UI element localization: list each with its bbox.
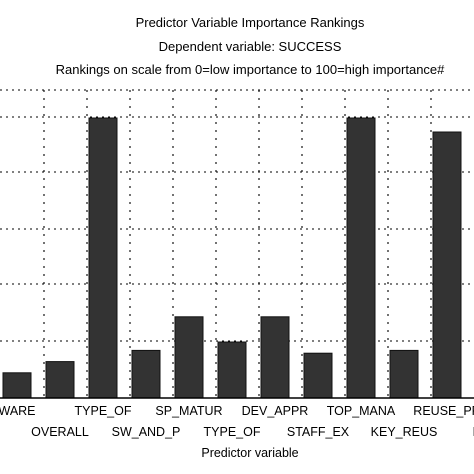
chart-title-line-1: Predictor Variable Importance Rankings (136, 15, 365, 30)
bar-8 (303, 352, 333, 399)
x-axis-label: Predictor variable (201, 446, 298, 460)
bar-1 (2, 372, 32, 399)
x-tick-label: WARE (0, 404, 36, 418)
chart-title-line-2: Dependent variable: SUCCESS (159, 39, 342, 54)
x-tick-label: NON_ (473, 425, 474, 439)
chart-title-line-3: Rankings on scale from 0=low importance … (56, 62, 446, 77)
x-tick-label: DEV_APPR (242, 404, 309, 418)
bar-4 (131, 349, 161, 399)
bar-6 (217, 341, 247, 399)
bar-5 (174, 316, 204, 399)
bar-7 (260, 316, 290, 399)
chart-title: Predictor Variable Importance Rankings D… (56, 15, 446, 77)
x-tick-label: SP_MATUR (155, 404, 222, 418)
x-tick-label: SW_AND_P (112, 425, 181, 439)
x-tick-label: REUSE_PR (413, 404, 474, 418)
bar-3 (88, 117, 118, 399)
bar-9 (346, 117, 376, 399)
bar-11 (432, 131, 462, 399)
grid-lines (0, 89, 474, 398)
bars (2, 117, 462, 399)
x-tick-label: TYPE_OF (204, 425, 261, 439)
x-tick-label: STAFF_EX (287, 425, 350, 439)
x-tick-label: TOP_MANA (327, 404, 396, 418)
x-tick-labels: WARE TYPE_OF SP_MATUR DEV_APPR TOP_MANA REUSE… (0, 404, 474, 439)
bar-2 (45, 361, 75, 399)
x-tick-label: OVERALL (31, 425, 89, 439)
bar-10 (389, 349, 419, 399)
x-tick-label: TYPE_OF (75, 404, 132, 418)
x-tick-label: KEY_REUS (371, 425, 438, 439)
